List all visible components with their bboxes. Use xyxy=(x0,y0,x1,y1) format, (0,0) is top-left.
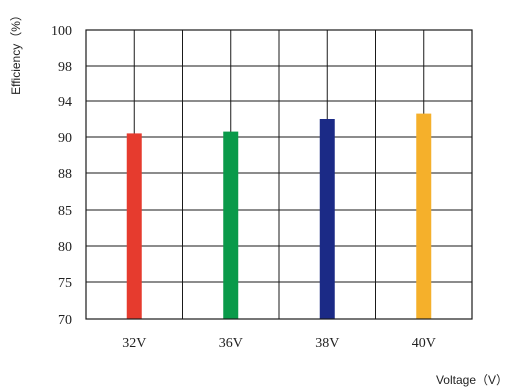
x-axis-title: Voltage（V） xyxy=(436,373,508,387)
y-tick-label: 100 xyxy=(51,24,72,39)
bar-40v xyxy=(416,113,432,319)
grid xyxy=(86,29,472,320)
y-axis-title: Efficiency（%） xyxy=(9,9,23,95)
x-tick-labels: 32V 36V 38V 40V xyxy=(122,336,436,351)
y-tick-label: 85 xyxy=(58,204,72,219)
x-tick-label: 36V xyxy=(219,336,243,351)
plot-frame xyxy=(85,29,473,320)
y-tick-label: 75 xyxy=(58,276,72,291)
x-tick-label: 32V xyxy=(122,336,146,351)
y-tick-label: 88 xyxy=(58,167,72,182)
x-tick-label: 38V xyxy=(315,336,339,351)
bar-32v xyxy=(126,133,142,319)
y-tick-label: 98 xyxy=(58,60,72,75)
y-tick-labels: 100 98 94 90 88 85 80 75 70 xyxy=(51,24,72,328)
x-tick-label: 40V xyxy=(412,336,436,351)
bar-36v xyxy=(223,131,239,319)
y-tick-label: 70 xyxy=(58,313,72,328)
y-tick-label: 80 xyxy=(58,240,72,255)
bars xyxy=(126,113,432,319)
y-tick-label: 90 xyxy=(58,131,72,146)
y-tick-label: 94 xyxy=(58,95,72,110)
bar-38v xyxy=(319,119,335,319)
